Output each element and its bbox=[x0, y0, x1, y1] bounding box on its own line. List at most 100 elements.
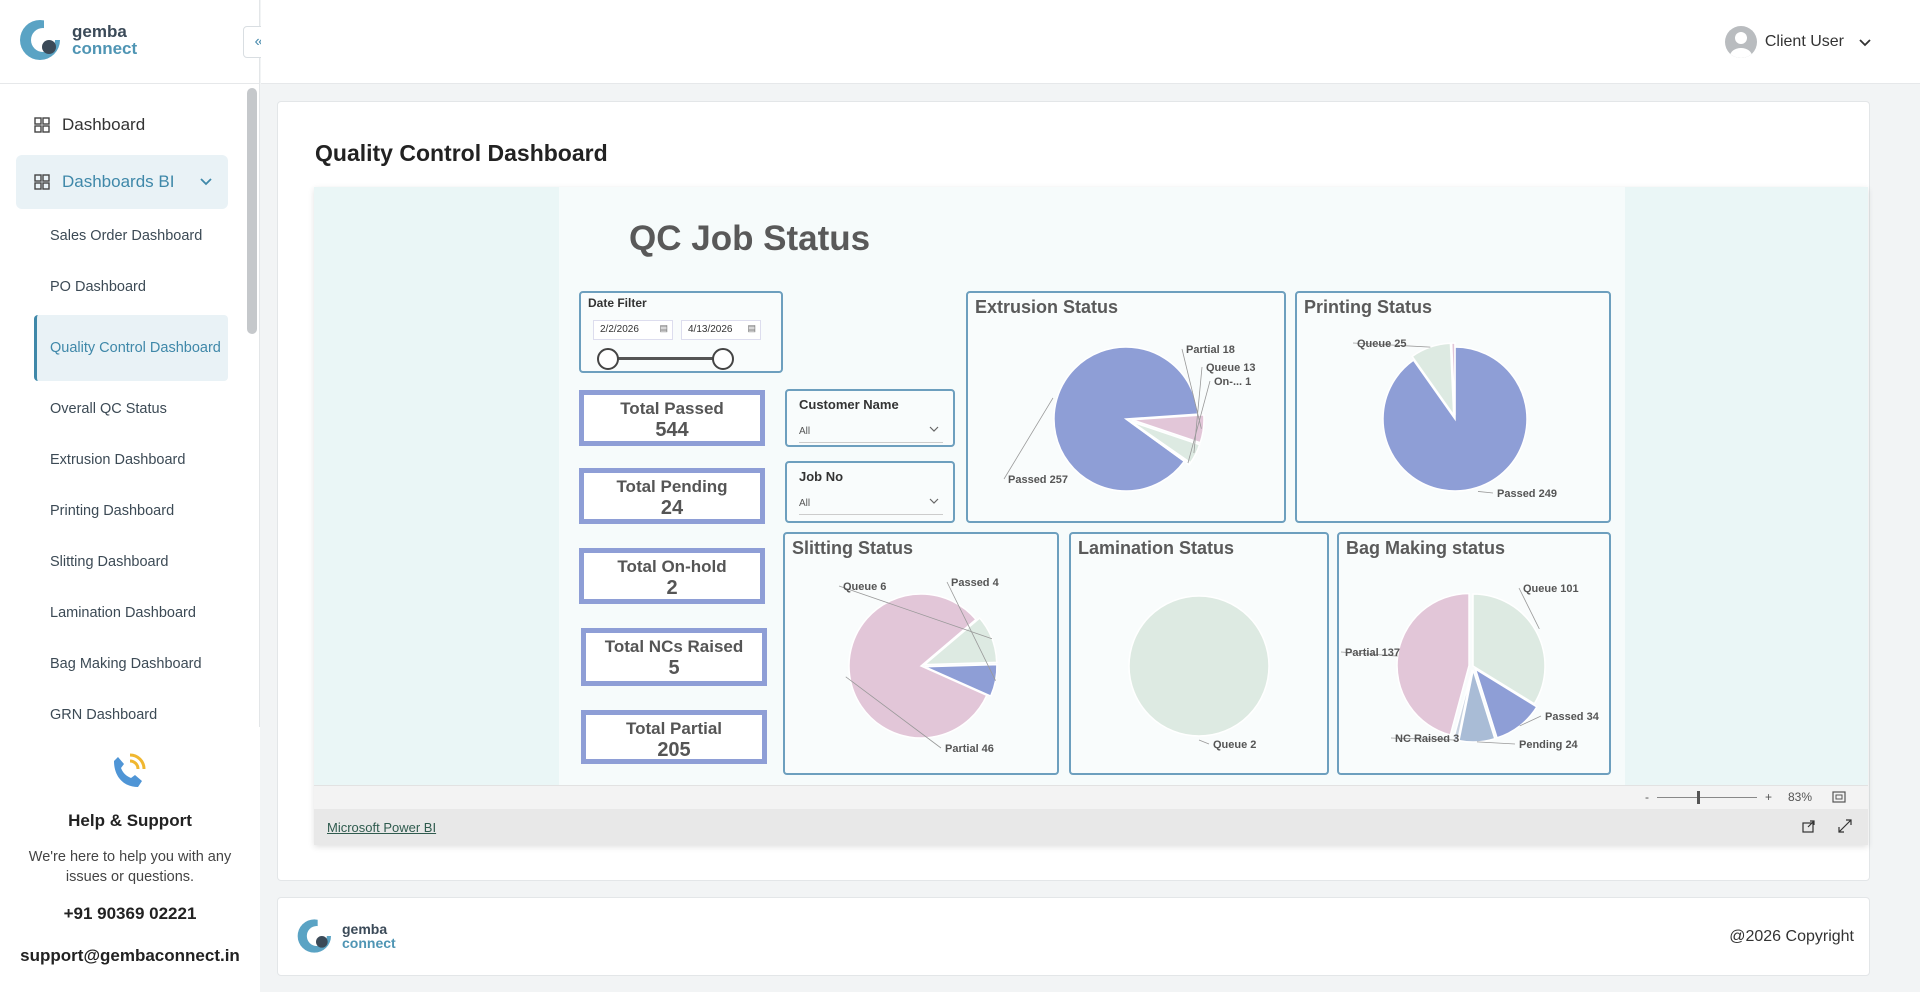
page-title: Quality Control Dashboard bbox=[315, 140, 608, 166]
sidebar-sub-extrusion[interactable]: Extrusion Dashboard bbox=[50, 452, 186, 468]
printing-pie: Passed 249 Queue 25 bbox=[1352, 338, 1557, 500]
main-content-card: Quality Control Dashboard QC Job Status … bbox=[277, 101, 1870, 881]
chart-title: Extrusion Status bbox=[975, 297, 1119, 317]
sidebar-sub-overall-qc[interactable]: Overall QC Status bbox=[50, 401, 167, 417]
pie-data-label: Passed 249 bbox=[1497, 488, 1557, 500]
date-slider-end-handle[interactable] bbox=[712, 348, 734, 370]
sidebar-sub-po[interactable]: PO Dashboard bbox=[50, 279, 146, 295]
customer-name-slicer[interactable]: Customer Name All bbox=[785, 389, 955, 447]
start-date-input[interactable]: 2/2/2026 ▤ bbox=[593, 320, 673, 340]
zoom-slider-thumb[interactable] bbox=[1696, 790, 1700, 804]
pie-slice[interactable] bbox=[1396, 592, 1470, 736]
sidebar-scrollbar[interactable] bbox=[247, 88, 257, 724]
sidebar-sub-lamination[interactable]: Lamination Dashboard bbox=[50, 605, 196, 621]
brand-name-2: connect bbox=[342, 935, 396, 951]
chart-title: Lamination Status bbox=[1078, 538, 1235, 558]
end-date-value: 4/13/2026 bbox=[688, 324, 733, 335]
zoom-out-button[interactable]: - bbox=[1644, 790, 1649, 804]
brand-logo-icon bbox=[297, 919, 336, 953]
pie-leader-line bbox=[845, 676, 942, 749]
kpi-total-passed: Total Passed 544 bbox=[579, 390, 765, 446]
pie-leader-line bbox=[1193, 366, 1203, 454]
extrusion-status-chart: Extrusion Status Passed 257 Partial 18 Que… bbox=[966, 291, 1286, 523]
bag-making-pie: Queue 101 Passed 34 Pending 24 NC Raised 3 P… bbox=[1340, 583, 1600, 751]
grid-icon bbox=[34, 174, 50, 190]
kpi-value: 205 bbox=[657, 739, 691, 761]
customer-name-dropdown[interactable]: All bbox=[799, 421, 943, 443]
kpi-value: 5 bbox=[668, 657, 680, 679]
pie-slice[interactable] bbox=[1472, 593, 1546, 705]
zoom-in-button[interactable]: + bbox=[1764, 790, 1772, 804]
phone-icon bbox=[114, 753, 146, 787]
user-icon bbox=[1729, 32, 1752, 58]
pie-slice[interactable] bbox=[848, 593, 988, 739]
top-header: Client User bbox=[261, 0, 1920, 84]
kpi-value: 2 bbox=[666, 577, 678, 599]
sidebar-sub-sales-order[interactable]: Sales Order Dashboard bbox=[50, 228, 203, 244]
pie-slice[interactable] bbox=[1130, 420, 1201, 464]
kpi-value: 24 bbox=[660, 497, 684, 519]
report-page: QC Job Status Date Filter 2/2/2026 ▤ 4/1… bbox=[559, 187, 1625, 785]
sidebar-sub-quality-control[interactable]: Quality Control Dashboard bbox=[34, 315, 228, 381]
pie-data-label: NC Raised 3 bbox=[1395, 733, 1459, 745]
chevron-down-icon bbox=[200, 178, 212, 186]
job-no-slicer[interactable]: Job No All bbox=[785, 461, 955, 523]
report-title: QC Job Status bbox=[629, 219, 871, 258]
chart-title: Printing Status bbox=[1304, 297, 1433, 317]
brand-logo[interactable]: gemba connect bbox=[18, 16, 137, 64]
slicer-label: Job No bbox=[799, 469, 844, 484]
pie-data-label: Queue 13 bbox=[1206, 362, 1256, 374]
powerbi-canvas: QC Job Status Date Filter 2/2/2026 ▤ 4/1… bbox=[314, 187, 1868, 785]
job-no-dropdown[interactable]: All bbox=[799, 493, 943, 515]
sidebar-sub-printing[interactable]: Printing Dashboard bbox=[50, 503, 175, 519]
pie-data-label: Passed 34 bbox=[1545, 711, 1600, 723]
slicer-value: All bbox=[799, 498, 811, 509]
sidebar-sub-grn[interactable]: GRN Dashboard bbox=[50, 707, 158, 723]
user-menu[interactable]: Client User bbox=[1724, 26, 1872, 58]
calendar-icon: ▤ bbox=[747, 323, 756, 333]
pie-leader-line bbox=[1476, 741, 1516, 745]
double-chevron-left-icon: « bbox=[254, 33, 264, 50]
sidebar-sub-bag-making[interactable]: Bag Making Dashboard bbox=[50, 656, 202, 672]
date-filter-label: Date Filter bbox=[588, 296, 647, 310]
pie-slice[interactable] bbox=[1382, 346, 1528, 492]
slitting-pie: Partial 46 Queue 6 Passed 4 bbox=[838, 577, 1000, 755]
sidebar-item-label: Dashboard bbox=[62, 115, 146, 134]
help-phone[interactable]: +91 90369 02221 bbox=[63, 904, 197, 923]
pie-data-label: Passed 4 bbox=[951, 577, 1000, 589]
date-range-slider[interactable] bbox=[609, 357, 723, 360]
pie-slice[interactable] bbox=[1450, 342, 1456, 416]
kpi-total-partial: Total Partial 205 bbox=[581, 710, 767, 764]
help-email[interactable]: support@gembaconnect.in bbox=[20, 946, 240, 965]
sidebar-item-dashboards-bi[interactable]: Dashboards BI bbox=[16, 155, 228, 209]
fullscreen-icon[interactable] bbox=[1838, 819, 1852, 833]
kpi-total-pending: Total Pending 24 bbox=[579, 468, 765, 524]
sidebar-sub-slitting[interactable]: Slitting Dashboard bbox=[50, 554, 169, 570]
end-date-input[interactable]: 4/13/2026 ▤ bbox=[681, 320, 761, 340]
date-slider-start-handle[interactable] bbox=[597, 348, 619, 370]
extrusion-pie: Passed 257 Partial 18 Queue 13 On-... 1 bbox=[1003, 344, 1256, 492]
start-date-value: 2/2/2026 bbox=[600, 324, 639, 335]
sidebar-item-dashboard[interactable]: Dashboard bbox=[16, 98, 228, 152]
sidebar: gemba connect « Dashboard Dashboards BI … bbox=[0, 0, 275, 992]
chart-title: Bag Making status bbox=[1346, 538, 1506, 558]
share-icon[interactable] bbox=[1802, 819, 1816, 833]
pie-data-label: Partial 46 bbox=[945, 743, 994, 755]
powerbi-link[interactable]: Microsoft Power BI bbox=[327, 820, 437, 835]
lamination-pie: Queue 2 bbox=[1128, 595, 1270, 751]
pie-slice[interactable] bbox=[1474, 667, 1538, 739]
kpi-total-on-hold: Total On-hold 2 bbox=[579, 548, 765, 604]
pie-slice[interactable] bbox=[1128, 595, 1270, 737]
fit-to-page-icon[interactable] bbox=[1832, 791, 1846, 803]
pie-leader-line bbox=[1519, 715, 1542, 727]
pie-data-label: Partial 137 bbox=[1345, 647, 1400, 659]
brand-logo-icon bbox=[20, 20, 66, 60]
sidebar-scroll-thumb[interactable] bbox=[247, 88, 257, 334]
pie-slice[interactable] bbox=[1053, 346, 1199, 492]
pie-slice[interactable] bbox=[1131, 414, 1205, 444]
pie-leader-line bbox=[1352, 342, 1431, 348]
pie-slice[interactable] bbox=[1130, 421, 1192, 466]
grid-icon bbox=[34, 117, 50, 133]
footer-logo: gemba connect bbox=[296, 916, 396, 956]
zoom-slider[interactable] bbox=[1656, 790, 1757, 804]
